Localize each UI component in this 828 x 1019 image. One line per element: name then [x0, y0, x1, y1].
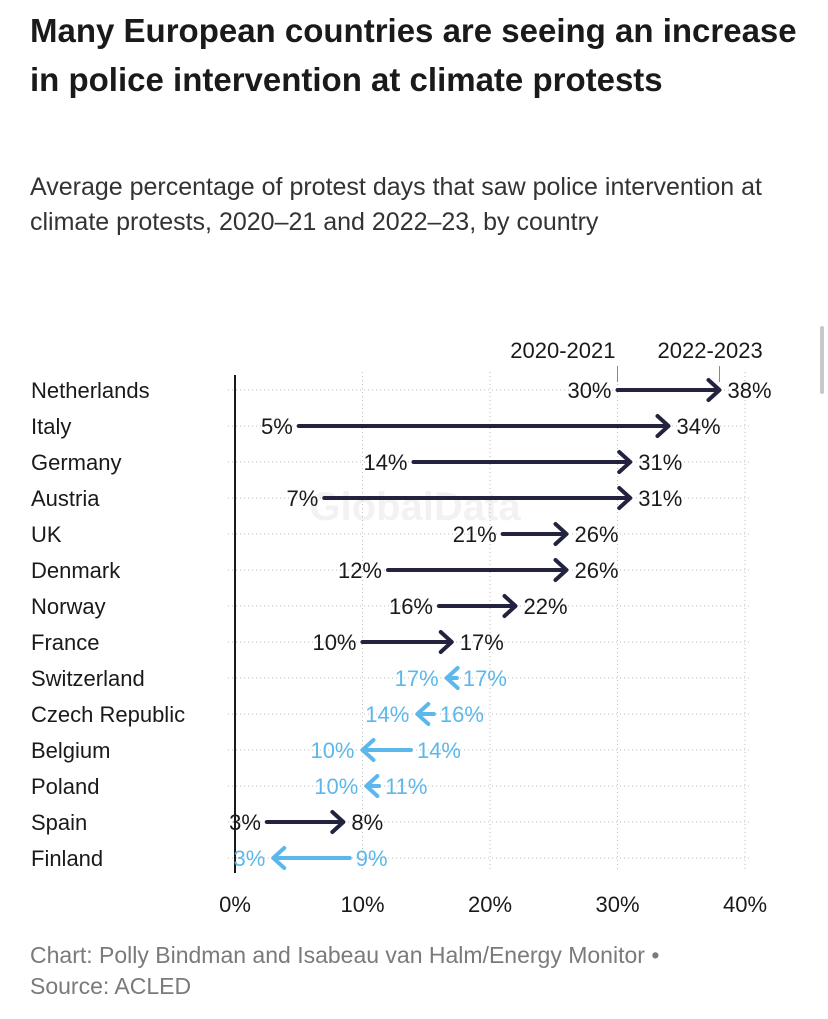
- end-value-label: 31%: [638, 450, 682, 475]
- end-value-label: 26%: [575, 558, 619, 583]
- start-value-label: 14%: [417, 738, 461, 763]
- country-label: Germany: [31, 450, 121, 475]
- chart-title: Many European countries are seeing an in…: [30, 12, 797, 98]
- country-label: Austria: [31, 486, 100, 511]
- end-value-label: 22%: [524, 594, 568, 619]
- start-value-label: 7%: [286, 486, 318, 511]
- country-label: Finland: [31, 846, 103, 871]
- arrow-head: [438, 630, 454, 654]
- scrollbar-thumb[interactable]: [820, 326, 824, 394]
- country-label: Switzerland: [31, 666, 145, 691]
- country-label: UK: [31, 522, 62, 547]
- arrow-head: [502, 594, 518, 618]
- country-label: Denmark: [31, 558, 121, 583]
- x-tick-label: 20%: [468, 892, 512, 917]
- end-value-label: 3%: [233, 846, 265, 871]
- end-value-label: 34%: [677, 414, 721, 439]
- end-value-label: 17%: [460, 630, 504, 655]
- legend-end-label: 2022-2023: [658, 338, 763, 363]
- end-value-label: 31%: [638, 486, 682, 511]
- x-tick-label: 40%: [723, 892, 767, 917]
- x-tick-label: 0%: [219, 892, 251, 917]
- country-label: France: [31, 630, 99, 655]
- x-tick-label: 10%: [340, 892, 384, 917]
- chart-credit: Chart: Polly Bindman and Isabeau van Hal…: [30, 942, 660, 968]
- end-value-label: 10%: [310, 738, 354, 763]
- country-label: Norway: [31, 594, 106, 619]
- end-value-label: 26%: [575, 522, 619, 547]
- arrow-head: [617, 486, 633, 510]
- arrow-head: [706, 378, 722, 402]
- arrow-head: [271, 846, 287, 870]
- country-label: Poland: [31, 774, 100, 799]
- chart-subtitle: Average percentage of protest days that …: [30, 173, 762, 236]
- legend-start-label: 2020-2021: [510, 338, 615, 363]
- arrow-head: [415, 702, 431, 726]
- arrow-head: [553, 558, 569, 582]
- start-value-label: 30%: [567, 378, 611, 403]
- arrow-head: [655, 414, 671, 438]
- arrow-head: [444, 666, 460, 690]
- end-value-label: 8%: [351, 810, 383, 835]
- start-value-label: 16%: [389, 594, 433, 619]
- arrow-head: [330, 810, 346, 834]
- start-value-label: 11%: [385, 774, 427, 799]
- start-value-label: 5%: [261, 414, 293, 439]
- country-label: Netherlands: [31, 378, 150, 403]
- end-value-label: 10%: [314, 774, 358, 799]
- country-label: Belgium: [31, 738, 110, 763]
- end-value-label: 38%: [728, 378, 772, 403]
- chart-source: Source: ACLED: [30, 973, 192, 999]
- start-value-label: 3%: [229, 810, 261, 835]
- arrow-head: [553, 522, 569, 546]
- start-value-label: 21%: [453, 522, 497, 547]
- start-value-label: 12%: [338, 558, 382, 583]
- arrow-chart: GlobalData 0% 10% 20% 30% 40% 2020-2021 2022-20…: [31, 338, 772, 917]
- arrow-head: [364, 774, 380, 798]
- x-tick-label: 30%: [595, 892, 639, 917]
- start-value-label: 9%: [356, 846, 388, 871]
- watermark-text: GlobalData: [309, 485, 521, 529]
- country-label: Spain: [31, 810, 87, 835]
- arrow-head: [360, 738, 376, 762]
- start-value-label: 17%: [463, 666, 507, 691]
- end-value-label: 14%: [365, 702, 409, 727]
- start-value-label: 14%: [363, 450, 407, 475]
- country-label: Italy: [31, 414, 71, 439]
- country-label: Czech Republic: [31, 702, 185, 727]
- start-value-label: 10%: [312, 630, 356, 655]
- chart-footer: Chart: Polly Bindman and Isabeau van Hal…: [30, 940, 810, 1002]
- end-value-label: 17%: [395, 666, 439, 691]
- start-value-label: 16%: [440, 702, 484, 727]
- arrow-head: [617, 450, 633, 474]
